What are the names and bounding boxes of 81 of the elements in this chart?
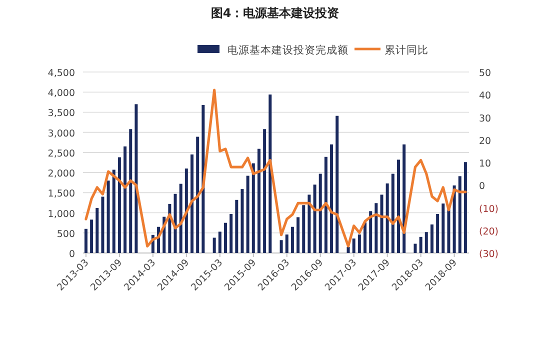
bar — [386, 183, 389, 253]
y-tick-label: 3,500 — [48, 108, 75, 120]
y-tick-label: 1,500 — [48, 188, 75, 200]
bar — [252, 163, 255, 253]
bar — [324, 156, 328, 253]
y2-tick-label: 0 — [479, 181, 486, 192]
bar — [190, 154, 194, 253]
bar — [391, 174, 394, 253]
bar — [257, 148, 260, 253]
y2-tick-label: (30) — [479, 249, 499, 260]
bar — [414, 244, 417, 253]
bar — [212, 238, 216, 253]
bar — [442, 204, 445, 253]
bar — [296, 217, 300, 253]
bar — [202, 104, 205, 253]
bar — [96, 208, 99, 253]
bar — [330, 144, 334, 253]
y-tick-label: 3,000 — [48, 128, 75, 140]
y-tick-label: 1,000 — [48, 208, 75, 220]
bar — [452, 185, 456, 253]
bar — [464, 162, 467, 253]
y-tick-label: 500 — [56, 228, 75, 240]
bar — [447, 210, 450, 253]
bar — [196, 136, 200, 253]
bar — [90, 220, 94, 253]
bar — [235, 200, 238, 253]
bar — [179, 184, 182, 253]
bar — [424, 232, 428, 253]
bar — [129, 129, 132, 253]
bar — [240, 189, 244, 253]
bar — [268, 94, 272, 253]
bar — [358, 234, 361, 253]
bar — [364, 222, 367, 253]
bar — [308, 194, 311, 253]
y2-tick-label: (10) — [479, 204, 499, 215]
bar — [419, 236, 422, 253]
bar — [134, 104, 138, 253]
bar — [230, 214, 233, 253]
y-tick-label: 4,500 — [48, 68, 75, 79]
bar — [430, 224, 434, 253]
bar — [374, 203, 378, 253]
bar — [118, 157, 121, 253]
bar — [218, 232, 222, 253]
legend-label: 电源基本建设投资完成额 — [228, 44, 348, 56]
bar — [346, 246, 350, 253]
bar — [318, 174, 322, 253]
bar — [380, 194, 384, 253]
bar — [184, 168, 188, 253]
y-tick-label: 0 — [68, 249, 75, 260]
bar — [280, 240, 283, 253]
y2-tick-label: 20 — [479, 136, 492, 147]
bar — [313, 184, 316, 253]
bar — [224, 222, 227, 253]
y2-tick-label: 30 — [479, 113, 492, 124]
chart-title: 图4：电源基本建设投资 — [210, 6, 340, 20]
y2-tick-label: 40 — [479, 90, 492, 102]
bar — [246, 176, 250, 253]
bar — [112, 170, 116, 253]
bar — [436, 214, 440, 253]
bar — [285, 234, 288, 253]
bar — [336, 116, 339, 253]
bar — [396, 160, 400, 253]
y-tick-label: 4,000 — [48, 88, 75, 100]
y2-tick-label: (20) — [479, 226, 499, 238]
y-tick-label: 2,000 — [48, 168, 75, 180]
bar — [290, 226, 294, 253]
bar — [352, 238, 356, 253]
bar — [124, 146, 127, 253]
bar — [458, 176, 462, 253]
y-tick-label: 2,500 — [48, 148, 75, 160]
bar — [84, 228, 88, 253]
bar — [174, 194, 177, 253]
bar — [263, 129, 266, 253]
bar — [369, 211, 372, 253]
legend-label: 累计同比 — [384, 44, 428, 56]
y2-tick-label: 10 — [479, 158, 492, 170]
line-series — [84, 88, 467, 248]
bar — [302, 205, 306, 253]
bar — [106, 180, 110, 253]
y2-tick-label: 50 — [479, 68, 492, 79]
bar — [101, 196, 104, 253]
